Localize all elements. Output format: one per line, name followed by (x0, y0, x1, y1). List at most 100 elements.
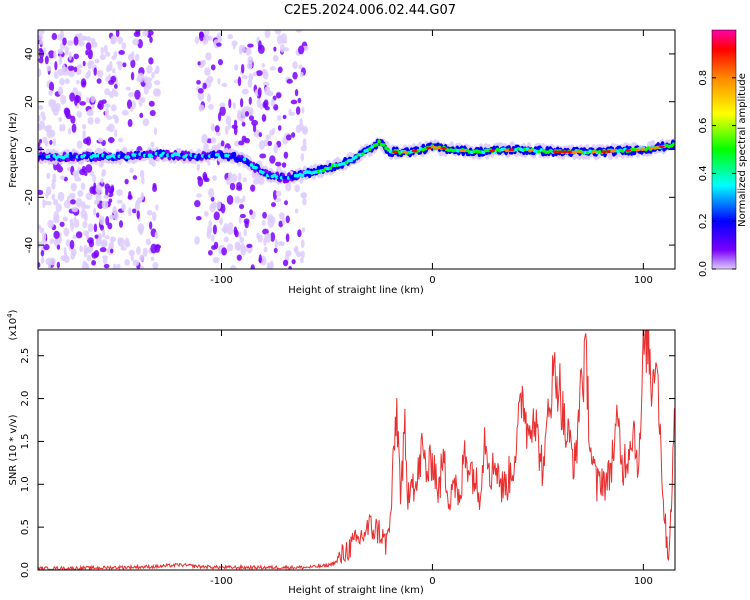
spectral-speck (225, 115, 232, 125)
spectral-speck (56, 165, 64, 173)
spectral-speck (40, 239, 47, 246)
spectral-speck (149, 109, 156, 117)
spectral-speck (295, 30, 303, 33)
spectral-speck (238, 140, 245, 146)
spectral-speck (146, 77, 153, 82)
spectral-speck (212, 256, 220, 264)
spectral-speck (52, 138, 56, 147)
ridge-maximum (508, 148, 515, 152)
spectral-speck (94, 234, 99, 239)
spectral-speck (43, 243, 50, 251)
spectrogram-ticks: -100 0 100 -40 -20 0 20 40 (24, 30, 675, 286)
spectral-speck (295, 251, 302, 258)
spectral-speck (232, 42, 236, 50)
colorbar-gradient (711, 29, 737, 270)
ridge-peak (374, 142, 379, 147)
spectral-speck (46, 128, 53, 139)
y-tick-label: -40 (24, 237, 35, 253)
x-tick-label: -100 (210, 576, 233, 587)
spectral-speck (257, 234, 263, 243)
spectral-speck (236, 254, 242, 261)
spectral-speck (38, 142, 41, 147)
spectral-speck (110, 104, 117, 112)
spectral-speck (107, 136, 115, 144)
ridge-peak (361, 152, 365, 156)
y-tick-label: 1.5 (20, 433, 31, 449)
colorbar-tick-label: 0.4 (698, 165, 709, 181)
spectral-speck (238, 198, 244, 203)
spectral-speck (206, 225, 213, 234)
spectral-speck (237, 172, 242, 183)
spectral-speck (298, 64, 303, 70)
spectral-speck (148, 159, 153, 165)
spectral-speck (297, 97, 302, 104)
spectral-speck (47, 50, 55, 59)
spectral-speck (153, 69, 159, 75)
spectral-speck (212, 175, 217, 181)
spectral-speck (98, 137, 104, 143)
ridge-maximum (561, 150, 568, 154)
y-tick-label: 0.5 (20, 519, 31, 535)
colorbar-ticks: 0.0 0.2 0.4 0.6 0.8 (698, 70, 736, 277)
spectral-speck (258, 40, 262, 51)
spectral-speck (114, 129, 118, 138)
spectral-speck (262, 228, 269, 235)
ridge-maximum (658, 145, 665, 149)
spectral-speck (155, 204, 159, 211)
spectral-speck (198, 31, 205, 42)
spectral-speck (150, 256, 155, 262)
spectral-speck (117, 36, 123, 45)
spectral-speck (40, 256, 45, 264)
spectral-speck (46, 124, 53, 131)
spectral-speck (85, 192, 93, 201)
spectral-speck (91, 41, 98, 48)
spectral-speck (264, 233, 272, 243)
spectral-speck (38, 47, 43, 53)
snr-xlabel: Height of straight line (km) (288, 585, 424, 596)
spectral-speck (85, 49, 89, 56)
spectral-speck (59, 221, 65, 227)
spectral-speck (196, 79, 201, 85)
spectral-speck (277, 115, 282, 121)
spectral-speck (299, 71, 304, 78)
spectral-speck (69, 218, 74, 228)
spectral-speck (201, 133, 208, 144)
spectral-speck (210, 64, 216, 71)
spectral-speck (124, 259, 130, 266)
spectral-speck (124, 178, 129, 185)
spectral-speck (244, 110, 250, 117)
spectral-speck (115, 30, 120, 38)
spectral-speck (272, 189, 278, 200)
ridge-maximum (600, 150, 607, 154)
spectral-speck (38, 34, 44, 41)
spectral-speck (82, 221, 88, 229)
spectral-speck (121, 109, 129, 116)
spectral-speck (219, 106, 226, 117)
spectral-speck (295, 106, 301, 115)
spectral-speck (101, 229, 106, 238)
ridge-peak (268, 172, 272, 176)
spectral-speck (240, 245, 247, 256)
spectral-speck (197, 88, 204, 94)
ridge-peak (354, 155, 358, 159)
colorbar-tick-label: 0.0 (698, 261, 709, 277)
spectral-speck (226, 243, 234, 252)
spectral-speck (118, 49, 125, 55)
spectral-speck (227, 222, 234, 230)
spectral-speck (84, 204, 91, 209)
spectral-speck (290, 99, 298, 105)
spectral-speck (145, 238, 151, 246)
spectral-speck (292, 61, 298, 69)
y-tick-label: 0 (24, 146, 35, 152)
spectral-speck (136, 209, 140, 220)
spectral-speck (49, 238, 55, 245)
spectral-speck (91, 104, 95, 110)
y-tick-label: 2.0 (20, 391, 31, 407)
spectral-speck (99, 181, 105, 187)
snr-ylabel: SNR (10 * v/v) (8, 414, 19, 485)
spectral-speck (273, 104, 279, 111)
spectral-speck (223, 236, 229, 243)
spectral-speck (208, 220, 212, 227)
ridge-maximum (411, 149, 418, 153)
spectral-speck (196, 163, 201, 171)
